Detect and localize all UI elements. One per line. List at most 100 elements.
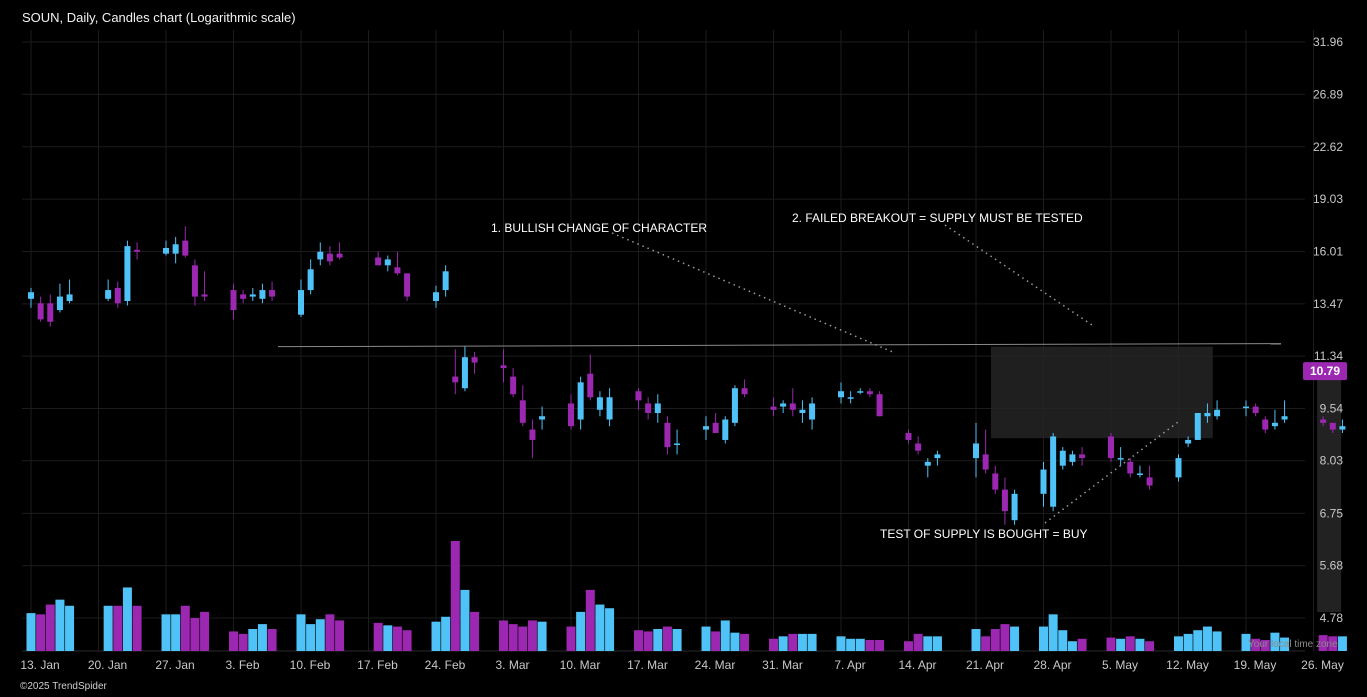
- candle[interactable]: [1214, 400, 1221, 420]
- candle[interactable]: [259, 283, 266, 304]
- candle[interactable]: [654, 394, 661, 423]
- candle[interactable]: [394, 251, 401, 276]
- candle[interactable]: [442, 265, 449, 297]
- candle[interactable]: [307, 259, 314, 295]
- candle[interactable]: [645, 397, 652, 420]
- candle[interactable]: [452, 349, 459, 395]
- candle[interactable]: [1059, 447, 1066, 470]
- candle[interactable]: [664, 416, 671, 455]
- candle[interactable]: [722, 416, 729, 444]
- candle[interactable]: [230, 283, 237, 320]
- candle[interactable]: [191, 259, 198, 306]
- candle[interactable]: [587, 354, 594, 401]
- candle[interactable]: [780, 400, 787, 413]
- candle[interactable]: [182, 226, 189, 258]
- candle-body: [114, 287, 121, 304]
- candle[interactable]: [317, 242, 324, 266]
- candle[interactable]: [56, 283, 63, 313]
- candle[interactable]: [326, 246, 333, 266]
- candle[interactable]: [847, 391, 854, 404]
- candle[interactable]: [114, 281, 121, 308]
- candle[interactable]: [1001, 477, 1008, 525]
- candle[interactable]: [1136, 465, 1143, 478]
- candle[interactable]: [934, 450, 941, 466]
- candle[interactable]: [1108, 432, 1114, 462]
- candle[interactable]: [375, 251, 382, 266]
- resistance-line[interactable]: [277, 343, 1282, 348]
- candle[interactable]: [1175, 454, 1182, 482]
- candle[interactable]: [741, 379, 748, 398]
- candle[interactable]: [789, 388, 796, 417]
- candle[interactable]: [1252, 403, 1259, 417]
- candle[interactable]: [105, 279, 112, 302]
- candle[interactable]: [240, 290, 247, 304]
- candle[interactable]: [731, 385, 738, 427]
- candle[interactable]: [866, 388, 873, 398]
- candle[interactable]: [1040, 461, 1047, 507]
- candle[interactable]: [172, 236, 179, 264]
- candle[interactable]: [37, 296, 44, 322]
- candle[interactable]: [635, 388, 642, 410]
- candle[interactable]: [857, 388, 864, 395]
- candle[interactable]: [66, 279, 73, 304]
- candle[interactable]: [124, 240, 131, 306]
- candle[interactable]: [269, 281, 276, 302]
- candle[interactable]: [1117, 447, 1124, 466]
- candle[interactable]: [1320, 416, 1327, 427]
- candle[interactable]: [384, 255, 391, 272]
- candle[interactable]: [712, 412, 719, 433]
- candle[interactable]: [471, 351, 478, 374]
- timezone-label[interactable]: Your local time zone: [1248, 639, 1338, 650]
- candle[interactable]: [336, 242, 343, 260]
- candle[interactable]: [433, 285, 439, 308]
- candle[interactable]: [674, 429, 681, 455]
- candle[interactable]: [1127, 458, 1134, 478]
- candle[interactable]: [1262, 416, 1269, 433]
- candle[interactable]: [596, 391, 603, 417]
- candle[interactable]: [298, 279, 304, 318]
- candle[interactable]: [1146, 465, 1153, 490]
- candle[interactable]: [1050, 432, 1057, 512]
- candle[interactable]: [1185, 436, 1192, 448]
- candle[interactable]: [1243, 400, 1249, 417]
- candle[interactable]: [163, 240, 169, 256]
- candle[interactable]: [404, 273, 411, 302]
- candle[interactable]: [770, 397, 777, 417]
- candle[interactable]: [606, 388, 613, 427]
- candle[interactable]: [1281, 400, 1288, 423]
- candle[interactable]: [1194, 412, 1201, 440]
- candle[interactable]: [876, 391, 883, 417]
- candle[interactable]: [799, 400, 806, 423]
- candle[interactable]: [1069, 450, 1076, 466]
- candle[interactable]: [1204, 403, 1211, 423]
- candle[interactable]: [1329, 422, 1336, 433]
- candle[interactable]: [992, 465, 999, 494]
- candle[interactable]: [134, 242, 141, 260]
- candle[interactable]: [915, 436, 922, 455]
- candle[interactable]: [577, 376, 584, 430]
- candle[interactable]: [703, 416, 709, 440]
- candle[interactable]: [905, 429, 912, 444]
- candle[interactable]: [973, 422, 979, 478]
- candle[interactable]: [461, 346, 468, 392]
- candle[interactable]: [838, 382, 844, 404]
- candle[interactable]: [28, 287, 34, 308]
- candle[interactable]: [500, 349, 507, 383]
- candle[interactable]: [809, 397, 816, 430]
- candle[interactable]: [1271, 409, 1278, 430]
- candle[interactable]: [510, 368, 517, 398]
- candle[interactable]: [1079, 447, 1086, 466]
- candle[interactable]: [1011, 489, 1018, 525]
- volume-bar: [190, 618, 200, 651]
- candle[interactable]: [47, 294, 54, 327]
- candle[interactable]: [1339, 419, 1346, 433]
- candle[interactable]: [982, 429, 989, 474]
- candle[interactable]: [249, 287, 256, 302]
- candle[interactable]: [568, 394, 574, 430]
- candle[interactable]: [539, 406, 546, 430]
- candle[interactable]: [529, 419, 536, 459]
- candle[interactable]: [201, 271, 208, 302]
- candle[interactable]: [519, 385, 526, 427]
- candle[interactable]: [924, 458, 931, 478]
